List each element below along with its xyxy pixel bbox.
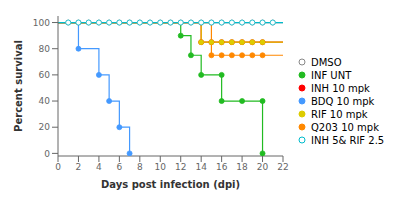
svg-text:0: 0 bbox=[44, 149, 50, 159]
html-text:INH 5& RIF 2.5: INH 5& RIF 2.5 bbox=[311, 134, 385, 146]
svg-text:8: 8 bbox=[137, 162, 143, 172]
html-text:DMSO: DMSO bbox=[311, 56, 342, 68]
html-text:BDQ 10 mpk: BDQ 10 mpk bbox=[311, 95, 375, 107]
svg-text:10: 10 bbox=[155, 162, 167, 172]
svg-text:100: 100 bbox=[33, 18, 50, 28]
html-text:INF UNT: INF UNT bbox=[311, 69, 352, 81]
html-text:INH 10 mpk: INH 10 mpk bbox=[311, 82, 370, 94]
svg-text:20: 20 bbox=[39, 122, 51, 132]
svg-text:14: 14 bbox=[195, 162, 207, 172]
svg-text:40: 40 bbox=[39, 96, 51, 106]
svg-text:2: 2 bbox=[76, 162, 82, 172]
svg-text:60: 60 bbox=[39, 70, 51, 80]
svg-text:20: 20 bbox=[257, 162, 269, 172]
svg-text:80: 80 bbox=[39, 44, 51, 54]
html-text:Q203 10 mpk: Q203 10 mpk bbox=[311, 121, 379, 133]
svg-text:12: 12 bbox=[175, 162, 186, 172]
html-text:RIF 10 mpk: RIF 10 mpk bbox=[311, 108, 368, 120]
svg-text:22: 22 bbox=[277, 162, 288, 172]
svg-text:6: 6 bbox=[116, 162, 122, 172]
svg-text:Percent survival: Percent survival bbox=[13, 40, 24, 132]
svg-text:Days post infection (dpi): Days post infection (dpi) bbox=[101, 179, 240, 190]
svg-text:0: 0 bbox=[55, 162, 61, 172]
svg-text:18: 18 bbox=[236, 162, 248, 172]
svg-text:16: 16 bbox=[216, 162, 228, 172]
svg-text:4: 4 bbox=[96, 162, 102, 172]
